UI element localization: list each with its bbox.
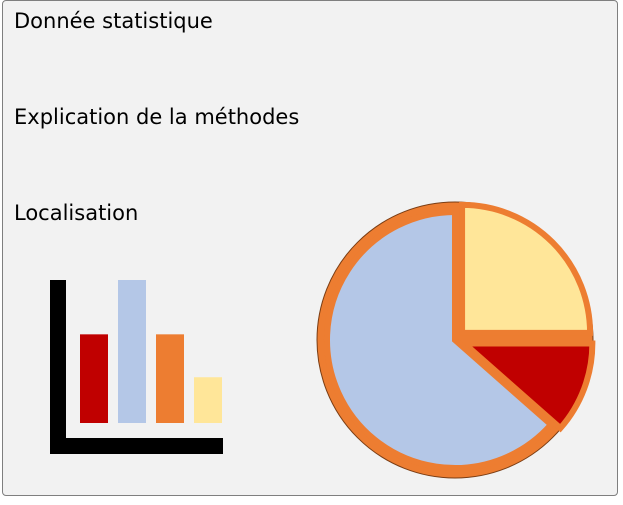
bar-icon-y-axis [50, 280, 66, 454]
text-line-statistical-data: Donnée statistique [14, 9, 213, 33]
bar-icon-bar [156, 334, 184, 423]
bar-icon-bar [80, 334, 108, 423]
pie-icon-slice [459, 201, 594, 336]
text-line-localisation: Localisation [14, 201, 139, 225]
pie-icon-slice [456, 340, 596, 433]
bar-icon-bar [118, 280, 146, 423]
bar-chart-icon [50, 280, 223, 454]
bar-icon-x-axis [50, 438, 223, 454]
pie-chart-icon [316, 201, 596, 479]
pie-icon-slice [324, 208, 556, 471]
text-line-method-explanation: Explication de la méthodes [14, 105, 300, 129]
bar-icon-bar [194, 377, 222, 423]
